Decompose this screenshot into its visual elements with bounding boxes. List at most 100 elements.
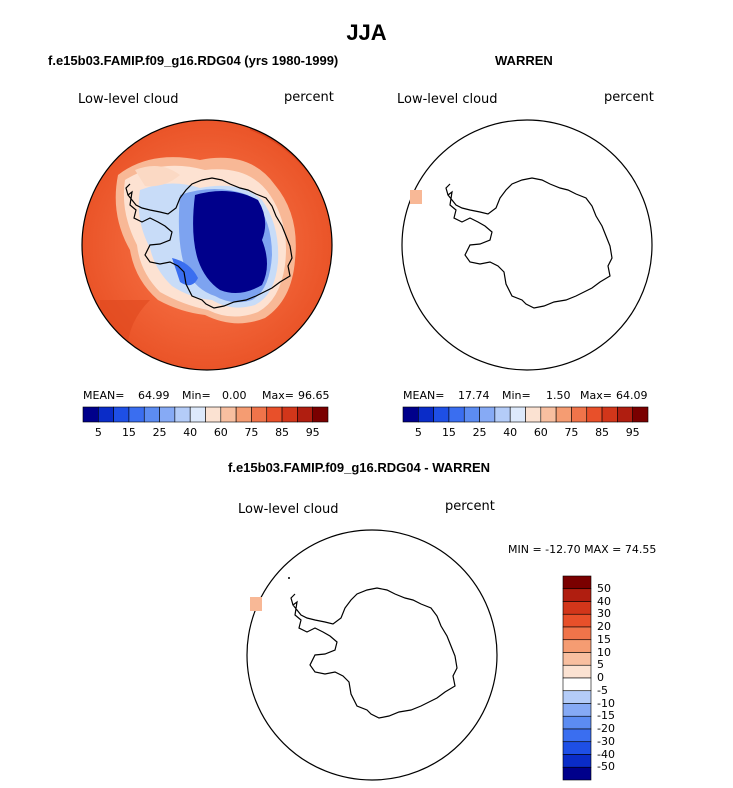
panel1-mean-label: MEAN= — [83, 389, 125, 402]
panel1-case-title: f.e15b03.FAMIP.f09_g16.RDG04 (yrs 1980-1… — [48, 53, 339, 68]
panel3-colorbar-swatch — [562, 728, 592, 743]
panel2-units-label: percent — [604, 90, 654, 105]
panel2-colorbar-swatch — [601, 406, 618, 423]
panel3-colorbar-swatch — [562, 754, 592, 768]
panel2-colorbar-swatch — [418, 406, 434, 423]
panel1-colorbar-swatch — [281, 406, 298, 423]
panel2-map — [401, 119, 653, 371]
panel3-colorbar-swatch — [562, 626, 592, 641]
panel2-colorbar-swatch — [617, 406, 633, 423]
panel2-colorbar-swatch — [494, 406, 511, 423]
panel1-min-value: 0.00 — [222, 389, 247, 402]
panel1-units-label: percent — [284, 90, 334, 105]
panel3-colorbar-tick-label: 20 — [597, 620, 611, 633]
panel3-colorbar-tick-label: -10 — [597, 696, 615, 710]
panel2-colorbar-swatch — [540, 406, 557, 423]
panel3-colorbar-swatch — [562, 664, 592, 679]
panel1-colorbar-swatch — [205, 406, 222, 423]
panel2-case-title: WARREN — [495, 53, 553, 68]
panel3-colorbar-tick-label: -30 — [597, 734, 615, 748]
panel2-colorbar-tick-label: 85 — [595, 426, 610, 439]
panel3-colorbar-tick-label: 40 — [597, 594, 611, 608]
panel1-colorbar-swatch — [312, 406, 329, 423]
main-title: JJA — [346, 20, 387, 45]
panel3-colorbar-swatch — [562, 575, 592, 590]
panel2-colorbar-tick-label: 60 — [533, 426, 548, 439]
panel1-colorbar-tick-label: 60 — [213, 426, 228, 439]
panel3-colorbar-swatch — [562, 588, 592, 602]
panel2-mean-label: MEAN= — [403, 389, 445, 402]
panel1-colorbar-swatch — [113, 406, 130, 423]
panel2-colorbar-tick-label: 25 — [472, 426, 487, 439]
panel2-colorbar-tick-label: 5 — [414, 426, 422, 439]
panel1-variable-label: Low-level cloud — [78, 92, 179, 107]
panel3-colorbar-tick-label: -5 — [597, 683, 608, 697]
panel1-colorbar-tick-label: 5 — [94, 426, 102, 439]
panel1-colorbar-tick-label: 15 — [121, 426, 136, 439]
panel3-colorbar-tick-label: 15 — [597, 632, 611, 646]
panel2-colorbar-swatch — [402, 406, 419, 423]
panel3-map — [246, 529, 498, 781]
panel3-colorbar-tick-label: 30 — [597, 607, 611, 621]
panel1-colorbar-swatch — [251, 406, 268, 423]
panel1-colorbar-swatch — [220, 406, 237, 423]
panel2-colorbar-tick-label: 95 — [625, 426, 640, 439]
panel1-colorbar-swatch — [98, 406, 114, 423]
panel1-colorbar-swatch — [297, 406, 313, 423]
panel3-colorbar-swatch — [562, 766, 592, 781]
panel2-colorbar-tick-label: 75 — [564, 426, 579, 439]
panel3-colorbar-swatch — [562, 652, 592, 666]
panel3-units-label: percent — [445, 499, 495, 514]
panel2-colorbar-swatch — [448, 406, 465, 423]
panel2-max-label: Max= — [580, 389, 612, 402]
panel3-colorbar-tick-label: -50 — [597, 760, 615, 774]
panel3-colorbar-swatch — [562, 677, 592, 692]
panel2-colorbar-tick-label: 15 — [441, 426, 456, 439]
panel2-max-value: 64.09 — [616, 389, 648, 402]
panel1-map — [81, 119, 333, 371]
panel1-colorbar-swatch — [128, 406, 145, 423]
panel1-colorbar-swatch — [235, 406, 252, 423]
panel1-colorbar-swatch — [189, 406, 206, 423]
panel3-colorbar-tick-label: -15 — [597, 709, 615, 723]
panel2-mean-value: 17.74 — [458, 389, 490, 402]
panel1-colorbar-swatch — [143, 406, 160, 423]
panel1-colorbar-tick-label: 40 — [183, 426, 198, 439]
panel3-colorbar-swatch — [562, 601, 592, 615]
panel3-colorbar-tick-label: 5 — [597, 658, 604, 672]
panel1-colorbar-tick-label: 25 — [152, 426, 167, 439]
panel3-colorbar-tick-label: -40 — [597, 747, 615, 761]
panel1-max-value: 96.65 — [298, 389, 330, 402]
panel3-colorbar-swatch — [562, 690, 592, 704]
panel3-colorbar-swatch — [562, 741, 592, 755]
panel2-colorbar — [402, 406, 649, 423]
panel1-max-label: Max= — [262, 389, 294, 402]
panel2-colorbar-swatch — [571, 406, 588, 423]
panel2-min-label: Min= — [502, 389, 531, 402]
panel2-colorbar-tick-label: 40 — [503, 426, 518, 439]
panel1-colorbar-swatch — [82, 406, 99, 423]
panel2-colorbar-swatch — [509, 406, 526, 423]
panel2-colorbar-swatch — [463, 406, 480, 423]
panel3-colorbar-tick-label: 50 — [597, 581, 611, 595]
panel3-colorbar — [562, 575, 592, 781]
panel3-colorbar-swatch — [562, 715, 592, 730]
panel3-colorbar-tick-label: 10 — [597, 645, 611, 659]
panel3-colorbar-swatch — [562, 639, 592, 653]
panel3-minmax: MIN = -12.70 MAX = 74.55 — [508, 543, 657, 556]
panel1-colorbar-tick-label: 75 — [244, 426, 259, 439]
panel1-colorbar — [82, 406, 329, 423]
panel2-colorbar-swatch — [555, 406, 572, 423]
panel2-colorbar-swatch — [586, 406, 603, 423]
panel3-case-title: f.e15b03.FAMIP.f09_g16.RDG04 - WARREN — [228, 460, 491, 475]
panel1-min-label: Min= — [182, 389, 211, 402]
panel1-colorbar-swatch — [266, 406, 283, 423]
panel2-variable-label: Low-level cloud — [397, 92, 498, 107]
panel2-colorbar-swatch — [632, 406, 649, 423]
panel1-colorbar-tick-label: 85 — [275, 426, 290, 439]
panel2-colorbar-swatch — [433, 406, 450, 423]
panel3-colorbar-tick-label: -20 — [597, 722, 615, 735]
panel1-mean-value: 64.99 — [138, 389, 170, 402]
panel3-colorbar-swatch — [562, 703, 592, 717]
